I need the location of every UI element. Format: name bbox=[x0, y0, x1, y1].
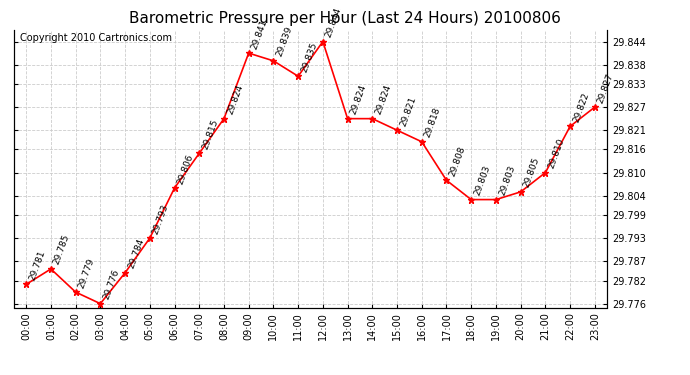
Text: 29.776: 29.776 bbox=[101, 268, 121, 301]
Text: 29.844: 29.844 bbox=[324, 6, 344, 39]
Text: Copyright 2010 Cartronics.com: Copyright 2010 Cartronics.com bbox=[20, 33, 172, 43]
Text: 29.827: 29.827 bbox=[596, 72, 615, 104]
Text: 29.824: 29.824 bbox=[349, 83, 368, 116]
Text: 29.824: 29.824 bbox=[374, 83, 393, 116]
Text: 29.815: 29.815 bbox=[201, 118, 220, 150]
Text: 29.806: 29.806 bbox=[176, 153, 195, 185]
Text: 29.821: 29.821 bbox=[398, 95, 417, 128]
Text: 29.824: 29.824 bbox=[226, 83, 244, 116]
Text: 29.810: 29.810 bbox=[546, 137, 566, 170]
Text: 29.835: 29.835 bbox=[299, 41, 319, 74]
Text: 29.793: 29.793 bbox=[151, 202, 170, 236]
Text: 29.805: 29.805 bbox=[522, 156, 541, 189]
Text: Barometric Pressure per Hour (Last 24 Hours) 20100806: Barometric Pressure per Hour (Last 24 Ho… bbox=[129, 11, 561, 26]
Text: 29.803: 29.803 bbox=[473, 164, 492, 197]
Text: 29.841: 29.841 bbox=[250, 18, 269, 50]
Text: 29.839: 29.839 bbox=[275, 26, 294, 58]
Text: 29.781: 29.781 bbox=[28, 249, 47, 282]
Text: 29.779: 29.779 bbox=[77, 256, 96, 289]
Text: 29.822: 29.822 bbox=[571, 91, 591, 124]
Text: 29.808: 29.808 bbox=[448, 145, 467, 177]
Text: 29.784: 29.784 bbox=[126, 237, 146, 270]
Text: 29.818: 29.818 bbox=[423, 106, 442, 139]
Text: 29.785: 29.785 bbox=[52, 234, 72, 266]
Text: 29.803: 29.803 bbox=[497, 164, 517, 197]
